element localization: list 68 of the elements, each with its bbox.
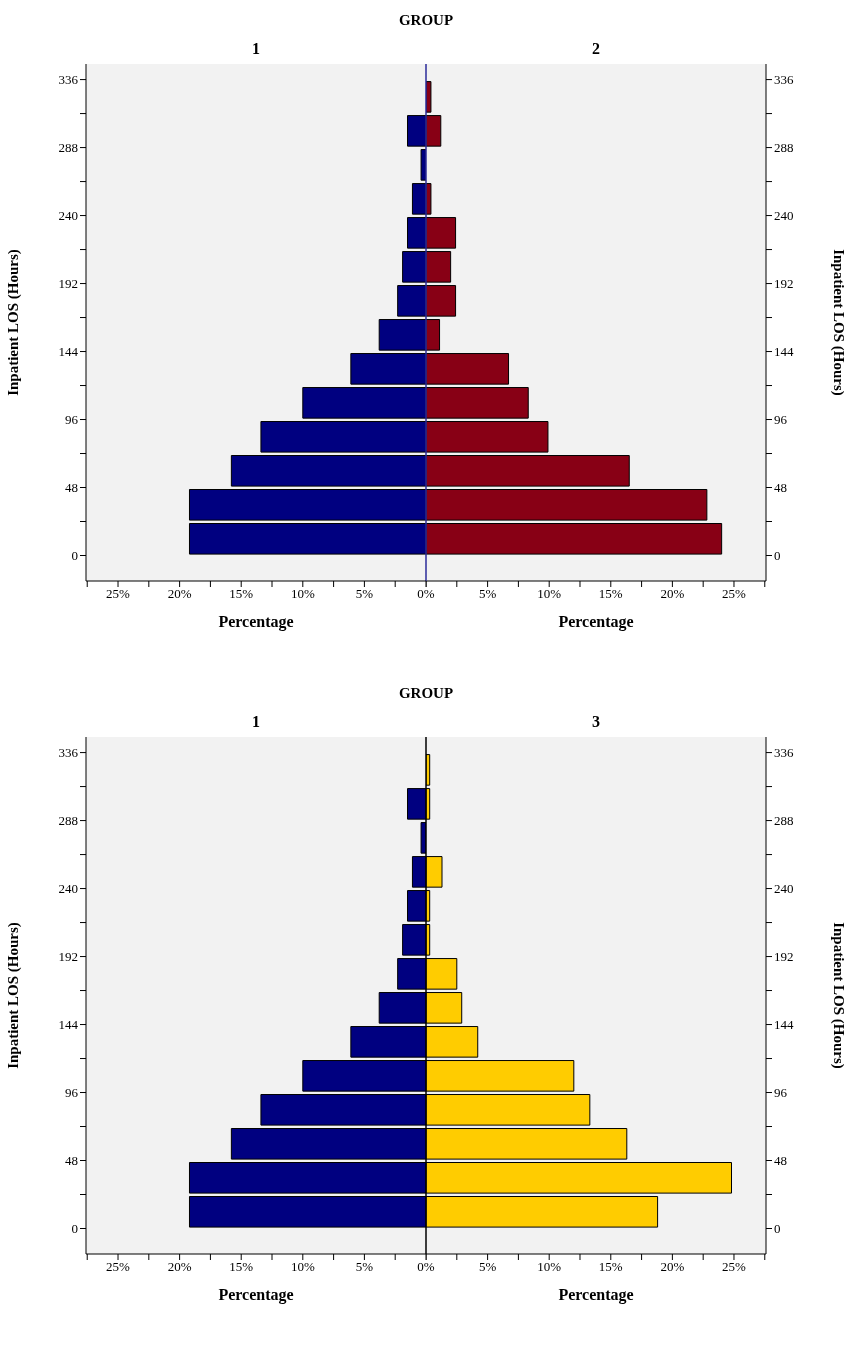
y-tick-label: 48 (65, 1153, 78, 1169)
y-tick-label: 288 (774, 140, 794, 156)
chart-subtitle: 1 (251, 40, 261, 58)
y-tick-label: 96 (774, 1085, 788, 1101)
y-tick-label: 288 (58, 140, 78, 156)
chart-title: GROUP (397, 12, 455, 29)
y-tick-label: 144 (774, 1017, 794, 1033)
y-tick-label: 144 (774, 344, 794, 360)
y-tick-label: 0 (774, 548, 781, 564)
chart-subtitle: 2 (591, 40, 601, 58)
y-tick-label: 0 (71, 1221, 78, 1237)
y-tick-label: 48 (65, 480, 78, 496)
y-tick-label: 192 (58, 276, 78, 292)
y-tick-label: 336 (774, 745, 794, 761)
y-tick-label: 192 (58, 949, 78, 965)
y-tick-label: 96 (65, 1085, 79, 1101)
x-tick-label: 25% (106, 586, 131, 602)
x-tick-label: 15% (229, 586, 254, 602)
x-tick-label: 10% (537, 1259, 562, 1275)
x-tick-label: 15% (598, 586, 623, 602)
x-tick-label: 25% (722, 1259, 747, 1275)
y-tick-label: 144 (58, 344, 79, 360)
x-tick-label: 25% (106, 1259, 131, 1275)
x-tick-label: 10% (290, 586, 315, 602)
y-axis-title: Inpatient LOS (Hours) (829, 249, 844, 396)
y-tick-label: 144 (58, 1017, 79, 1033)
y-tick-label: 48 (774, 480, 787, 496)
x-tick-label: 15% (598, 1259, 623, 1275)
x-tick-label: 5% (478, 586, 497, 602)
x-tick-label: 5% (478, 1259, 497, 1275)
x-tick-label: 15% (229, 1259, 254, 1275)
y-tick-label: 336 (58, 745, 79, 761)
x-axis-title: Percentage (217, 1286, 295, 1304)
y-tick-label: 288 (58, 813, 78, 829)
x-tick-label: 10% (290, 1259, 315, 1275)
y-tick-label: 240 (774, 881, 794, 897)
x-tick-label: 20% (660, 586, 685, 602)
x-axis-title: Percentage (557, 1286, 635, 1304)
y-tick-label: 48 (774, 1153, 787, 1169)
y-tick-label: 0 (71, 548, 78, 564)
y-tick-label: 240 (774, 208, 794, 224)
y-tick-label: 192 (774, 949, 794, 965)
x-tick-label: 0% (417, 1259, 435, 1275)
y-axis-title: Inpatient LOS (Hours) (5, 249, 23, 396)
y-axis-title: Inpatient LOS (Hours) (5, 922, 23, 1069)
y-tick-label: 336 (774, 72, 794, 88)
x-tick-label: 20% (660, 1259, 685, 1275)
y-tick-label: 288 (774, 813, 794, 829)
y-tick-label: 96 (774, 412, 788, 428)
chart-subtitle: 1 (251, 713, 261, 731)
x-tick-label: 5% (355, 1259, 374, 1275)
x-axis-title: Percentage (557, 613, 635, 631)
x-tick-label: 25% (722, 586, 747, 602)
chart-subtitle: 3 (591, 713, 601, 731)
chart-title: GROUP (397, 685, 455, 702)
x-tick-label: 5% (355, 586, 374, 602)
y-axis-title: Inpatient LOS (Hours) (829, 922, 844, 1069)
y-tick-label: 96 (65, 412, 79, 428)
y-tick-label: 240 (58, 208, 78, 224)
x-tick-label: 10% (537, 586, 562, 602)
x-tick-label: 20% (167, 1259, 192, 1275)
y-tick-label: 336 (58, 72, 79, 88)
x-axis-title: Percentage (217, 613, 295, 631)
y-tick-label: 240 (58, 881, 78, 897)
x-tick-label: 20% (167, 586, 192, 602)
y-tick-label: 192 (774, 276, 794, 292)
y-tick-label: 0 (774, 1221, 781, 1237)
x-tick-label: 0% (417, 586, 435, 602)
